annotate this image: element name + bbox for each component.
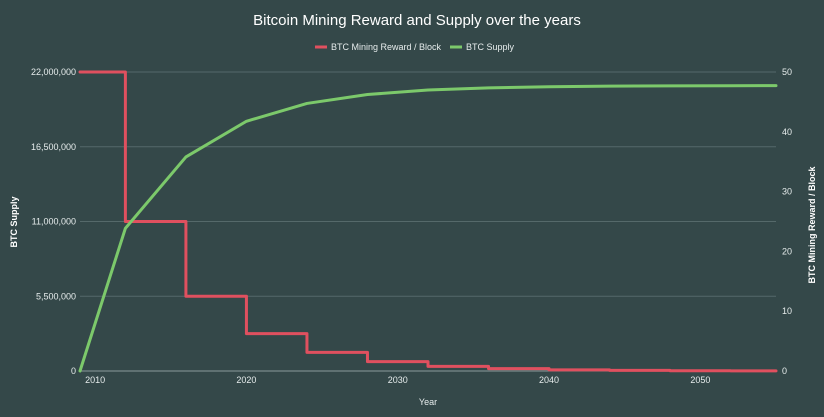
y-right-tick-label: 20: [782, 246, 792, 256]
y-axis-left-label: BTC Supply: [9, 197, 19, 248]
y-right-tick-label: 10: [782, 306, 792, 316]
series-line-supply: [78, 84, 778, 373]
y-right-tick-label: 30: [782, 187, 792, 197]
y-left-tick-label: 22,000,000: [31, 67, 76, 77]
series: [78, 70, 778, 373]
y-right-tick-label: 40: [782, 127, 792, 137]
y-right-tick-label: 0: [782, 366, 787, 376]
series-line-reward: [78, 70, 778, 373]
x-tick-label: 2040: [539, 375, 559, 385]
legend-label-reward: BTC Mining Reward / Block: [331, 42, 442, 52]
y-left-tick-label: 0: [71, 366, 76, 376]
legend-label-supply: BTC Supply: [466, 42, 515, 52]
y-left-tick-label: 16,500,000: [31, 142, 76, 152]
legend: BTC Mining Reward / Block BTC Supply: [315, 42, 515, 52]
y-left-tick-label: 5,500,000: [36, 291, 76, 301]
y-axis-right-label: BTC Mining Reward / Block: [807, 166, 817, 284]
x-tick-label: 2050: [690, 375, 710, 385]
chart-title: Bitcoin Mining Reward and Supply over th…: [253, 12, 581, 29]
y-left-tick-label: 11,000,000: [32, 217, 76, 227]
x-axis-label: Year: [419, 397, 437, 407]
y-right-tick-label: 50: [782, 67, 792, 77]
x-tick-label: 2020: [236, 375, 256, 385]
x-tick-label: 2010: [85, 375, 105, 385]
x-tick-label: 2030: [388, 375, 408, 385]
